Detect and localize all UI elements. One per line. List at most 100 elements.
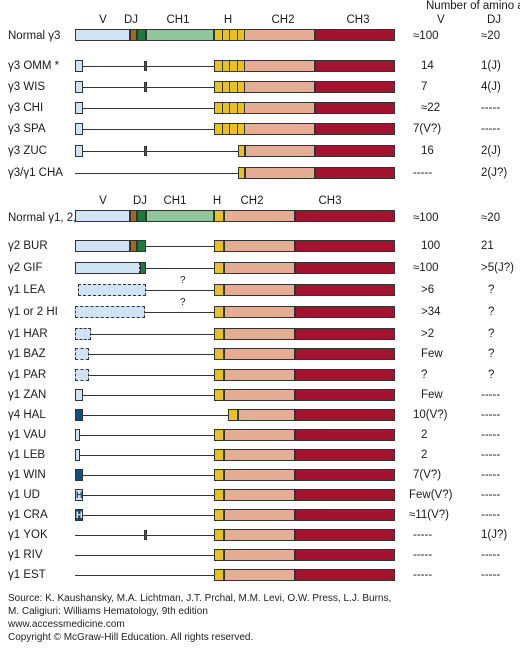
deletion-gap-line	[75, 575, 214, 576]
truncated-v-region	[75, 145, 83, 157]
ch3-domain	[295, 284, 395, 296]
dj-amino-count: 2(J?)	[481, 167, 508, 179]
normal-gamma124-v-count: ≈100	[413, 212, 439, 224]
dj-amino-count: ?	[488, 284, 495, 296]
j-segment	[144, 61, 147, 71]
ch2-domain	[224, 348, 295, 360]
ch3-domain	[295, 306, 395, 318]
ch2-domain	[244, 60, 315, 72]
hinge-region	[214, 529, 224, 541]
deletion-gap-line	[83, 395, 214, 396]
mutant-label: γ1 or 2 HI	[8, 306, 58, 318]
v-amino-count: 100	[421, 240, 441, 252]
ch3-domain	[295, 489, 395, 501]
v-region	[75, 306, 145, 318]
dj-amino-count: ?	[488, 328, 495, 340]
v-region	[75, 509, 83, 521]
normal-g3-hinge	[214, 29, 245, 41]
ch3-domain	[295, 389, 395, 401]
domain-label-b-ch3: CH3	[318, 195, 342, 207]
ch2-domain	[224, 529, 295, 541]
v-amino-count: -----	[413, 569, 433, 581]
normal-g124-ch3-domain	[295, 210, 395, 222]
ch2-domain	[224, 509, 295, 521]
normal-g124-ch2-domain	[224, 210, 295, 222]
deletion-gap-line	[146, 290, 214, 291]
ch3-domain	[295, 262, 395, 274]
dj-amino-count: -----	[481, 409, 501, 421]
domain-label-a-dj: DJ	[123, 14, 139, 26]
v-region	[75, 348, 89, 360]
normal-g124-ch1-domain	[146, 210, 214, 222]
dj-amino-count: -----	[481, 102, 501, 114]
normal-g3-d-segment	[130, 29, 137, 41]
v-amino-count: Few(V?)	[409, 489, 453, 501]
ch2-domain	[224, 240, 295, 252]
deletion-gap-line	[146, 268, 214, 269]
question-mark-hi: ?	[180, 297, 186, 308]
normal-gamma124-label: Normal γ1, 2, 4	[8, 212, 86, 224]
ch2-domain	[224, 489, 295, 501]
ch3-domain	[295, 569, 395, 581]
mutant-label: γ3 WIS	[8, 81, 46, 93]
normal-g3-v-region	[75, 29, 130, 41]
domain-label-b-ch1: CH1	[163, 195, 187, 207]
deletion-gap-line	[145, 312, 214, 313]
deletion-gap-line	[83, 515, 214, 516]
v-region	[75, 429, 80, 441]
deletion-gap-line	[80, 435, 214, 436]
mutant-label: γ1 BAZ	[8, 348, 46, 360]
question-mark-lea: ?	[180, 275, 186, 286]
v-amino-count: ≈11(V?)	[409, 509, 449, 521]
mutant-label: γ1 PAR	[8, 369, 47, 381]
mutant-label: γ1 CRA	[8, 509, 48, 521]
v-amino-count: 7(V?)	[413, 123, 442, 135]
mutant-label: γ1 ZAN	[8, 389, 47, 401]
ch2-domain	[238, 409, 295, 421]
ch2-domain	[224, 328, 295, 340]
footer-source-line1: Source: K. Kaushansky, M.A. Lichtman, J.…	[8, 593, 392, 604]
domain-label-b-h: H	[212, 195, 222, 207]
hinge-region	[214, 369, 224, 381]
dj-amino-count: -----	[481, 389, 501, 401]
deletion-gap-line	[83, 495, 214, 496]
ch3-domain	[295, 549, 395, 561]
mutant-label: γ3 CHI	[8, 102, 44, 114]
hinge-region	[238, 167, 245, 179]
dj-amino-count: 21	[481, 240, 494, 252]
mutant-label: γ1 YOK	[8, 529, 48, 541]
truncated-v-region	[75, 102, 83, 114]
hinge-region	[214, 469, 224, 481]
hinge-region	[214, 102, 245, 114]
normal-g124-hinge	[214, 210, 224, 222]
truncated-v-region	[75, 60, 83, 72]
deletion-gap-line	[83, 108, 214, 109]
hinge-region	[214, 284, 224, 296]
amino-acid-col-dj: DJ	[487, 14, 502, 26]
h-box-mark: H	[76, 490, 83, 500]
v-region	[75, 449, 80, 461]
ch3-domain	[295, 240, 395, 252]
mutant-label: γ2 GIF	[8, 262, 43, 274]
domain-label-a-ch1: CH1	[166, 14, 190, 26]
deletion-gap-line	[83, 151, 238, 152]
hinge-region	[214, 429, 224, 441]
dj-amino-count: 2(J)	[481, 145, 501, 157]
ch2-domain	[244, 102, 315, 114]
domain-label-a-ch3: CH3	[346, 14, 370, 26]
ch2-domain	[224, 306, 295, 318]
ch2-domain	[224, 549, 295, 561]
hinge-region	[214, 81, 245, 93]
v-amino-count: Few	[421, 348, 443, 360]
deletion-gap-line	[75, 555, 214, 556]
mutant-label: γ2 BUR	[8, 240, 48, 252]
mutant-label: γ1 LEB	[8, 449, 46, 461]
ch3-domain	[315, 145, 395, 157]
ch3-domain	[315, 60, 395, 72]
mutant-label: γ3 ZUC	[8, 145, 47, 157]
deletion-gap-line	[83, 66, 214, 67]
hinge-region	[214, 549, 224, 561]
dj-amino-count: ?	[488, 306, 495, 318]
deletion-gap-line	[83, 475, 214, 476]
